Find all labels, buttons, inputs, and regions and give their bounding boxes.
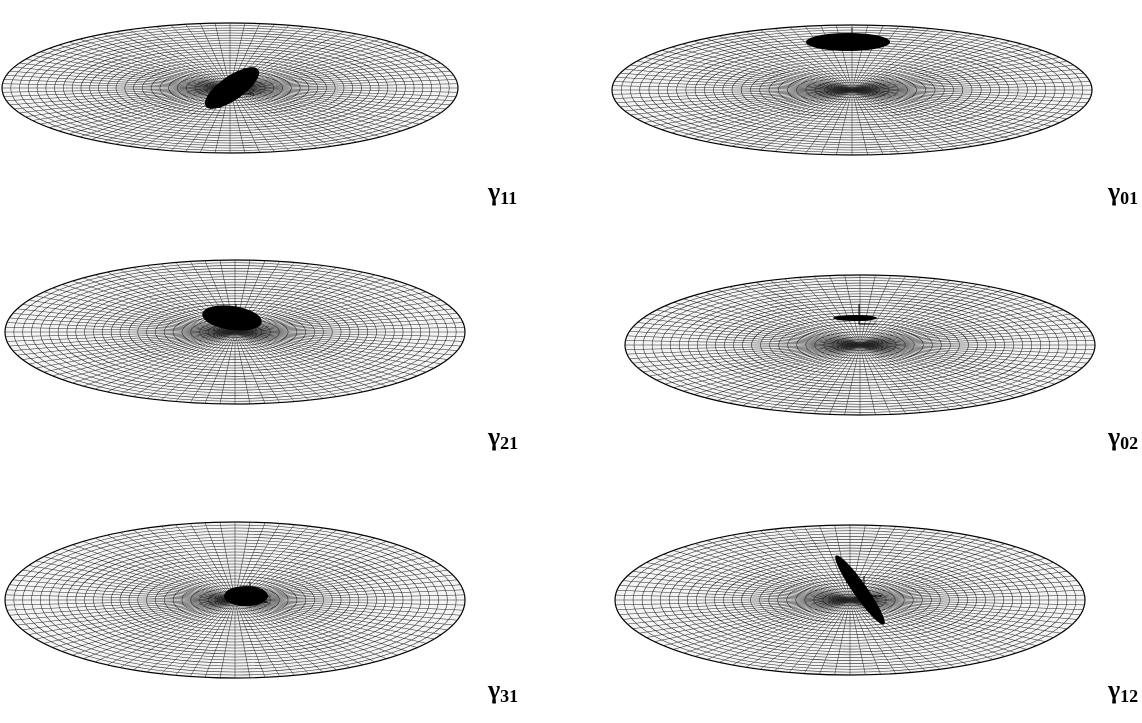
figure: γ11γ01γ21γ02γ31γ12 <box>0 0 1142 723</box>
mode-symbol: γ <box>1107 422 1120 451</box>
hub <box>833 315 877 321</box>
mode-symbol: γ <box>487 422 500 451</box>
mode-shape <box>615 525 1085 675</box>
mode-shape <box>5 260 465 404</box>
mode-label: γ02 <box>1107 422 1138 453</box>
hub <box>806 33 890 51</box>
hub <box>224 586 268 606</box>
mode-label: γ11 <box>487 177 517 208</box>
mode-subscript: 12 <box>1120 686 1138 706</box>
mode-symbol: γ <box>487 177 500 206</box>
mode-subscript: 01 <box>1120 188 1138 208</box>
mode-subscript: 02 <box>1120 433 1138 453</box>
mode-subscript: 21 <box>500 433 518 453</box>
mode-label: γ21 <box>487 422 518 453</box>
mode-symbol: γ <box>1107 177 1120 206</box>
mode-symbol: γ <box>1107 675 1120 704</box>
mode-subscript: 31 <box>500 686 518 706</box>
mode-subscript: 11 <box>500 188 517 208</box>
mode-shape <box>612 25 1092 155</box>
mode-shape <box>2 23 458 153</box>
mode-symbol: γ <box>487 675 500 704</box>
mode-label: γ31 <box>487 675 518 706</box>
mode-shape <box>5 522 465 678</box>
mode-label: γ12 <box>1107 675 1138 706</box>
mode-label: γ01 <box>1107 177 1138 208</box>
mode-shape <box>625 275 1095 415</box>
